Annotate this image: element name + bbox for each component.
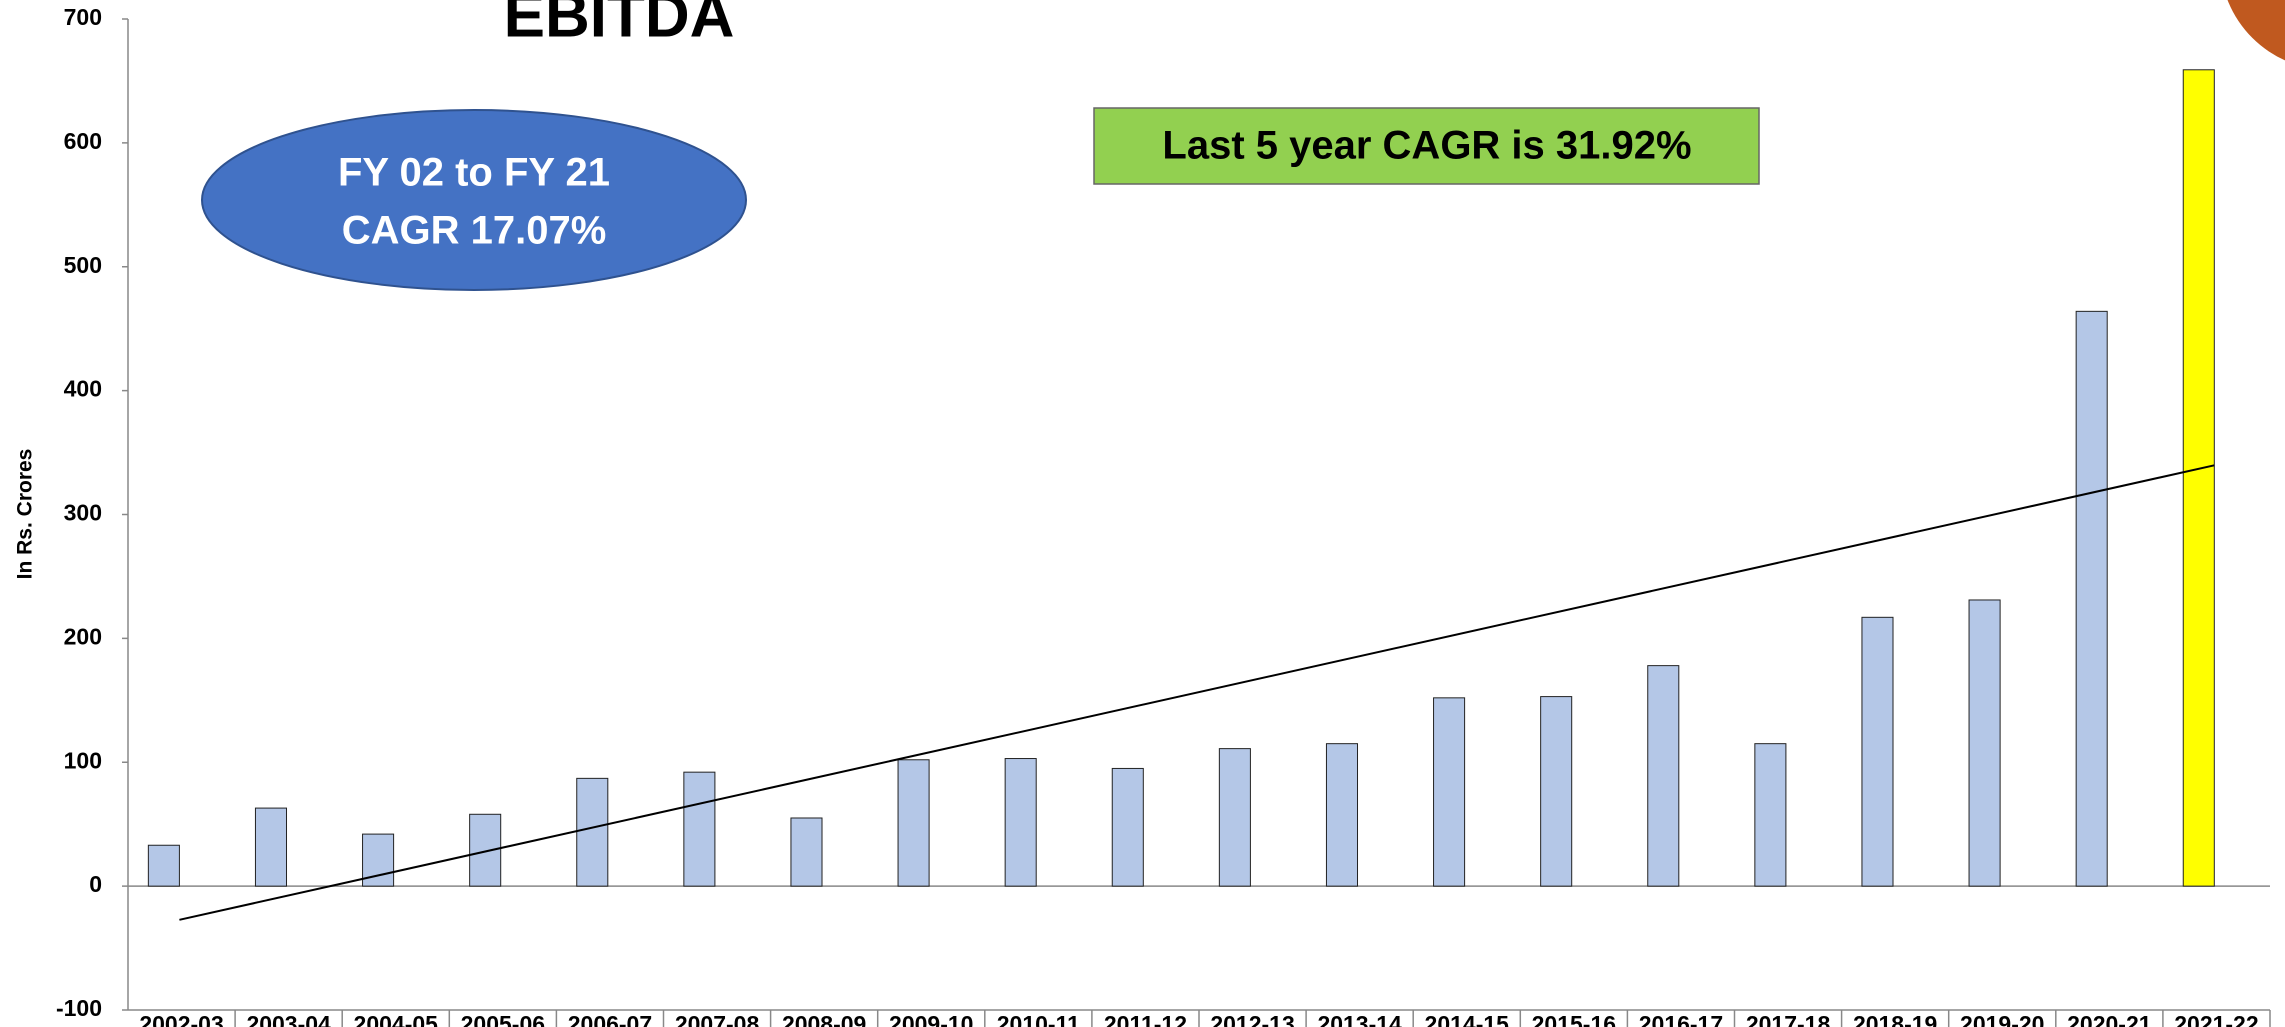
x-tick-label: 2021-22: [2174, 1011, 2258, 1027]
bar: [2075, 310, 2108, 887]
bar: [790, 817, 823, 887]
x-tick-label: 2013-14: [1317, 1011, 1402, 1027]
bar: [1325, 743, 1359, 887]
trendline: [179, 464, 2215, 921]
bar: [683, 771, 716, 887]
bar: [1540, 696, 1573, 887]
y-tick-label: 100: [64, 747, 102, 773]
bar: [1754, 743, 1787, 887]
bar: [1968, 599, 2001, 887]
x-tick-label: 2005-06: [461, 1011, 545, 1027]
x-tick-label: 2020-21: [2067, 1011, 2152, 1027]
chart-title: EBITDA: [504, 0, 735, 50]
bar: [1861, 616, 1894, 887]
x-tick-label: 2008-09: [782, 1011, 866, 1027]
x-tick-label: 2007-08: [675, 1011, 760, 1027]
x-tick-label: 2006-07: [568, 1011, 652, 1027]
x-tick-label: 2018-19: [1853, 1011, 1937, 1027]
bar: [254, 807, 288, 887]
annotation: FY 02 to FY 21: [338, 151, 610, 195]
bar: [1218, 748, 1251, 887]
y-tick-label: 200: [64, 623, 102, 649]
bar: [1647, 665, 1680, 887]
bar: [147, 844, 180, 887]
y-tick-label: 700: [64, 4, 102, 30]
bar: [1111, 767, 1144, 887]
x-tick-label: 2016-17: [1639, 1011, 1723, 1027]
x-tick-label: 2015-16: [1532, 1011, 1616, 1027]
x-tick-label: 2002-03: [139, 1011, 223, 1027]
x-tick-label: 2003-04: [246, 1011, 331, 1027]
bar: [897, 759, 930, 887]
x-tick-label: 2012-13: [1210, 1011, 1294, 1027]
bar: [469, 813, 502, 887]
x-tick-label: 2017-18: [1746, 1011, 1831, 1027]
x-tick-label: 2014-15: [1425, 1011, 1510, 1027]
y-tick-label: 300: [64, 500, 102, 526]
bar: [576, 777, 609, 887]
x-tick-label: 2019-20: [1960, 1011, 2044, 1027]
y-tick-label: -100: [56, 995, 102, 1021]
y-tick-label: 600: [64, 128, 102, 154]
y-tick-label: 500: [64, 252, 102, 278]
bar: [2182, 69, 2215, 887]
y-tick-label: 400: [64, 376, 102, 402]
annotation: CAGR 17.07%: [342, 209, 607, 253]
x-tick-label: 2009-10: [889, 1011, 973, 1027]
y-tick-label: 0: [89, 871, 102, 897]
x-tick-label: 2004-05: [354, 1011, 439, 1027]
annotation: Last 5 year CAGR is 31.92%: [1162, 124, 1691, 168]
cagr-ellipse: [201, 109, 747, 291]
cagr-box: [1093, 107, 1760, 185]
x-tick-label: 2010-11: [997, 1011, 1080, 1027]
bar: [1433, 697, 1466, 887]
bar: [1004, 758, 1037, 887]
x-tick-label: 2011-12: [1104, 1011, 1187, 1027]
y-axis-label: In Rs. Crores: [14, 449, 37, 580]
decoration: [2227, 0, 2285, 61]
